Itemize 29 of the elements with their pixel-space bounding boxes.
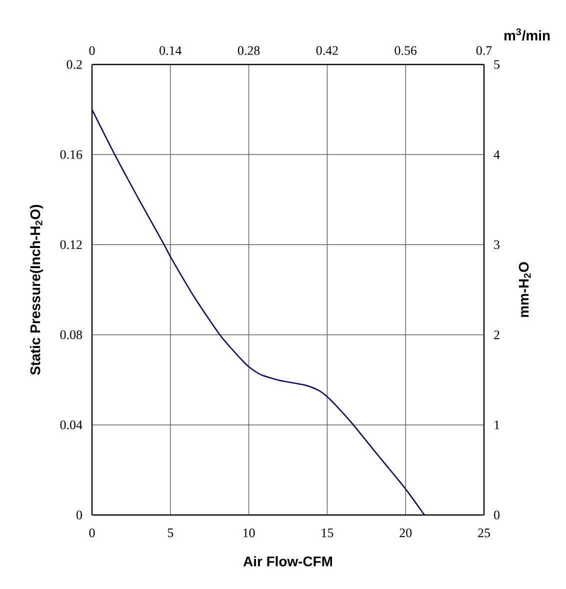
y-tick-label: 0.04: [60, 420, 82, 430]
x2-tick-label: 0.42: [316, 46, 338, 55]
x-tick-label: 25: [478, 528, 490, 538]
x-tick-label: 15: [322, 528, 334, 538]
y2-tick-label: 0: [494, 510, 500, 520]
x2-tick-label: 0.28: [238, 46, 260, 55]
line-series: [92, 108, 426, 515]
x2-tick-label: 0: [89, 46, 95, 55]
y-tick-label: 0.08: [60, 330, 82, 340]
x2-tick-label: 0.7: [476, 46, 492, 55]
x2-tick-label: 0.56: [394, 46, 417, 55]
y-tick-label: 0.12: [60, 240, 82, 250]
y2-tick-label: 2: [494, 330, 500, 340]
y2-tick-label: 1: [494, 420, 500, 430]
x2-tick-label: 0.14: [160, 46, 182, 55]
y2-tick-label: 5: [494, 60, 500, 69]
y-tick-label: 0.16: [60, 150, 82, 159]
y-tick-label: 0.2: [66, 60, 82, 69]
y2-axis-title: mm-H$_{2}$O: [518, 262, 531, 317]
y-tick-label: 0: [76, 510, 82, 520]
x-tick-label: 0: [89, 528, 95, 538]
y2-tick-label: 3: [494, 240, 500, 250]
x-axis-title: Air Flow-CFM: [243, 556, 332, 566]
y-axis-title: Static Pressure(Inch-H$_{2}$O): [30, 204, 43, 375]
x2-axis-title: m$^{3}$/min: [504, 28, 550, 41]
x-tick-label: 5: [168, 528, 174, 538]
x-tick-label: 20: [400, 528, 412, 538]
x-tick-label: 10: [243, 528, 255, 538]
y2-tick-label: 4: [494, 150, 500, 159]
